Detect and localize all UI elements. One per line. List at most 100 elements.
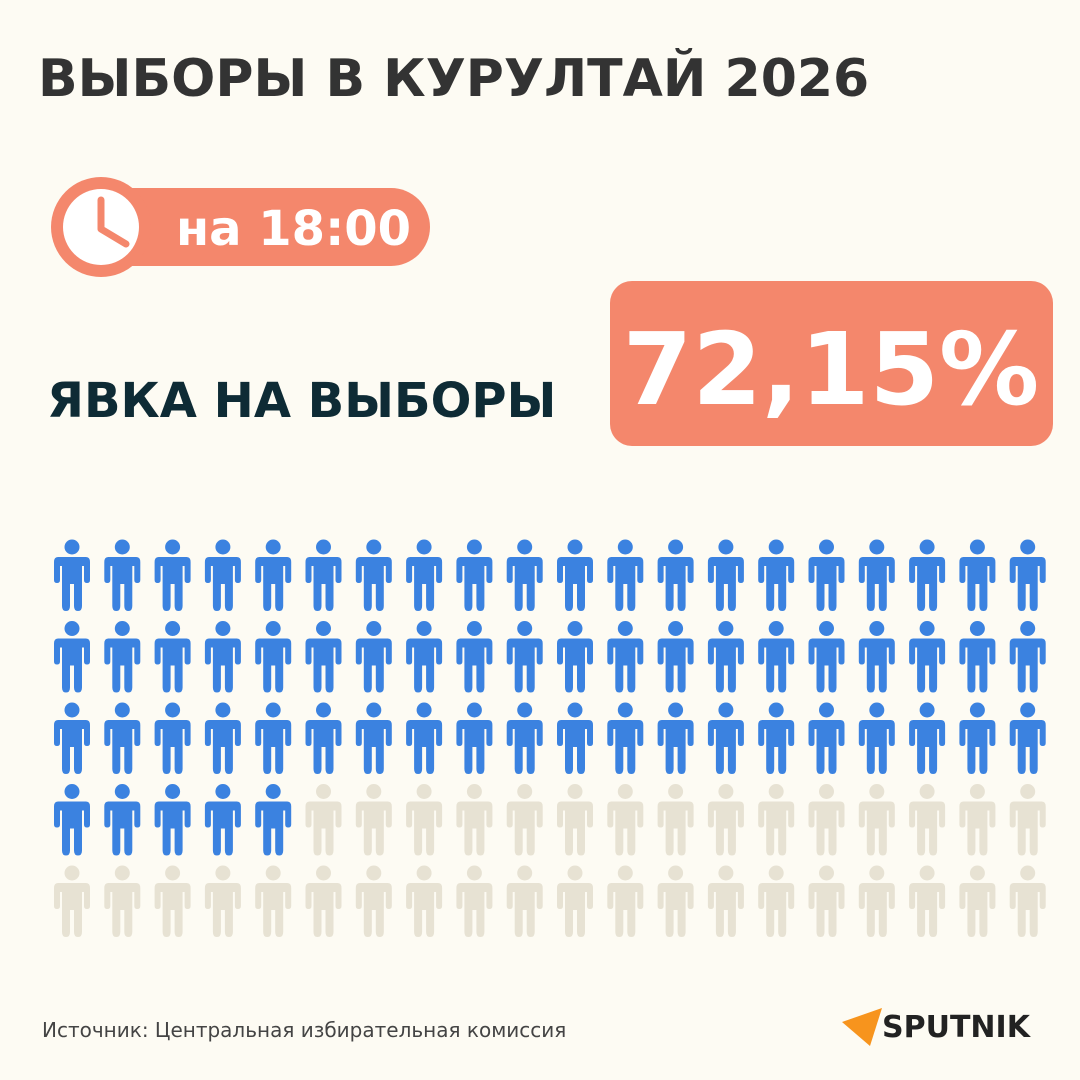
person-body [255, 557, 292, 611]
person-head [316, 621, 331, 636]
person-head [969, 621, 985, 636]
person-head [969, 784, 985, 799]
person-head [617, 865, 633, 881]
turnout-box [610, 281, 1053, 446]
person-head [668, 702, 684, 718]
person-filled [104, 784, 141, 856]
person-body [54, 801, 90, 856]
person-body [506, 557, 543, 611]
person-filled [154, 539, 191, 611]
person-head [64, 539, 80, 555]
person-head [517, 539, 533, 555]
person-head [567, 865, 583, 881]
person-head [215, 865, 231, 881]
person-head [919, 621, 935, 636]
person-empty [406, 865, 443, 937]
person-head [466, 865, 482, 881]
person-filled [305, 702, 342, 774]
person-body [255, 883, 292, 937]
person-head [316, 865, 331, 881]
person-body [406, 720, 443, 774]
person-empty [858, 865, 895, 937]
person-head [768, 621, 784, 636]
person-head [668, 539, 684, 555]
person-body [858, 638, 895, 693]
person-filled [758, 702, 795, 774]
person-body [54, 883, 90, 937]
person-head [1020, 539, 1036, 555]
person-filled [1009, 539, 1046, 611]
person-head [819, 621, 834, 636]
person-body [355, 720, 392, 774]
person-filled [657, 702, 694, 774]
person-head [768, 702, 784, 718]
person-head [366, 702, 382, 718]
person-empty [959, 784, 996, 856]
person-head [466, 539, 482, 555]
turnout-label: ЯВКА НА ВЫБОРЫ [47, 373, 556, 429]
person-body [707, 801, 744, 856]
person-filled [506, 539, 543, 611]
person-head [416, 621, 432, 636]
person-body [758, 801, 795, 856]
person-empty [707, 784, 744, 856]
logo-mark [842, 1008, 882, 1046]
person-empty [406, 784, 443, 856]
person-body [406, 801, 443, 856]
person-head [165, 865, 181, 881]
person-head [165, 539, 181, 555]
person-head [768, 539, 784, 555]
person-filled [355, 702, 392, 774]
person-head [617, 702, 633, 718]
person-empty [707, 865, 744, 937]
person-filled [909, 702, 946, 774]
person-filled [657, 621, 694, 693]
person-head [768, 865, 784, 881]
person-empty [909, 865, 946, 937]
person-filled [456, 621, 493, 693]
person-body [154, 720, 191, 774]
person-body [305, 638, 342, 693]
person-empty [959, 865, 996, 937]
time-text: на 18:00 [176, 201, 411, 257]
person-head [567, 784, 583, 799]
person-head [869, 621, 885, 636]
source: Источник: Центральная избирательная коми… [42, 1018, 566, 1042]
person-head [215, 539, 231, 555]
person-head [919, 702, 935, 718]
person-filled [154, 702, 191, 774]
person-empty [305, 784, 342, 856]
person-head [316, 702, 331, 718]
person-head [919, 784, 935, 799]
person-filled [355, 621, 392, 693]
person-head [617, 621, 633, 636]
person-head [517, 865, 533, 881]
person-head [265, 539, 281, 555]
person-head [819, 702, 834, 718]
person-filled [406, 539, 443, 611]
person-filled [355, 539, 392, 611]
person-body [456, 801, 493, 856]
person-body [707, 557, 744, 611]
person-filled [909, 539, 946, 611]
person-head [718, 621, 734, 636]
person-filled [255, 784, 292, 856]
person-body [909, 638, 946, 693]
person-head [366, 621, 382, 636]
person-filled [858, 702, 895, 774]
person-filled [959, 621, 996, 693]
clock-hands [97, 196, 130, 248]
person-filled [54, 784, 90, 856]
person-body [607, 557, 644, 611]
person-head [668, 865, 684, 881]
person-empty [1009, 784, 1046, 856]
person-body [104, 801, 141, 856]
person-body [858, 557, 895, 611]
person-body [909, 801, 946, 856]
person-body [707, 638, 744, 693]
person-body [305, 883, 342, 937]
person-head [718, 784, 734, 799]
person-body [607, 638, 644, 693]
person-body [506, 720, 543, 774]
person-empty [909, 784, 946, 856]
